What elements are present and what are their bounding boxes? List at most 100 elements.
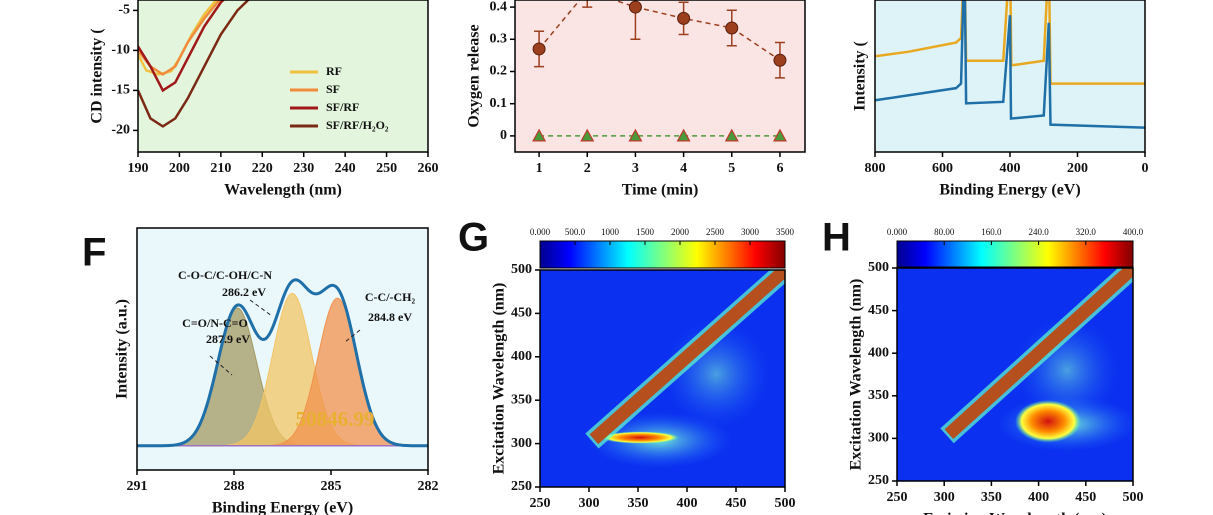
panel-label: G [458,216,489,260]
x-tick-label: 500 [775,496,796,511]
x-tick-label: 260 [418,161,439,176]
panel-label: H [822,216,851,260]
plot-area [540,270,785,487]
point [628,0,642,14]
colorbar-tick-label: 400.0 [1123,227,1144,237]
x-tick-label: 282 [418,479,439,494]
leader-line [209,355,233,376]
y-tick-label: 0.4 [490,0,508,14]
y-tick-label: 0.1 [490,96,508,111]
plot-area [515,0,805,152]
point [580,128,595,142]
y-axis-label: Excitation Wavelength (nm) [491,283,508,475]
colorbar-tick-label: 2500 [706,227,725,237]
x-axis-label: Binding Energy (eV) [939,182,1080,199]
y-tick-label: 300 [511,436,532,451]
y-tick-label: 400 [868,345,889,360]
data-line [138,0,226,93]
point [532,42,546,56]
x-tick-label: 400 [1028,490,1049,505]
y-tick-label: 500 [511,262,532,277]
peak-center-label: 284.8 eV [368,310,412,324]
colorbar-tick-label: 0.000 [887,227,908,237]
plot-frame [896,267,1134,482]
point [532,128,547,142]
x-tick-label: 0 [1142,161,1149,176]
x-axis-label: Binding Energy (eV) [212,500,353,515]
colorbar-tick-label: 1500 [636,227,655,237]
peak-center-label: 287.9 eV [206,332,250,346]
y-axis-label: Excitation Wavelength (nm) [848,279,865,471]
hot-spot [1015,400,1082,443]
data-line [875,0,1145,85]
x-tick-label: 400 [677,496,698,511]
x-tick-label: 250 [530,496,551,511]
x-tick-label: 500 [1123,490,1144,505]
x-tick-label: 230 [293,161,314,176]
panel-label: F [82,231,106,275]
x-tick-label: 2 [584,161,591,176]
x-tick-label: 250 [376,161,397,176]
x-tick-label: 350 [981,490,1002,505]
y-tick-label: 0 [500,128,507,143]
plot-area [137,228,428,470]
scatter-band [589,270,785,445]
x-tick-label: 1 [536,161,543,176]
colorbar-tick-label: 2000 [671,227,690,237]
y-tick-label: -20 [111,123,130,138]
x-tick-label: 200 [1067,161,1088,176]
point [724,128,739,142]
x-tick-label: 450 [726,496,747,511]
y-axis-label: Oxygen release [466,24,483,127]
envelope [137,278,428,448]
y-tick-label: 450 [511,306,532,321]
x-tick-label: 5 [728,161,735,176]
x-tick-label: 3 [632,161,639,176]
y-axis-label: Intensity ( [852,41,869,111]
annotation: 50846.99 [296,407,375,431]
x-tick-label: 300 [579,496,600,511]
data-line [538,0,781,61]
colorbar-tick-label: 240.0 [1028,227,1049,237]
point [725,21,739,35]
colorbar-tick-label: 80.00 [934,227,955,237]
plot-frame [514,0,806,153]
point [676,128,691,142]
x-tick-label: 450 [1075,490,1096,505]
x-tick-label: 200 [169,161,190,176]
y-tick-label: 300 [868,431,889,446]
colorbar-tick-label: 1000 [601,227,620,237]
x-axis-label: Emission Wavelength (nm) [923,511,1107,515]
y-tick-label: -15 [111,83,130,98]
y-tick-label: 450 [868,303,889,318]
peak-center-label: 286.2 eV [222,285,266,299]
x-tick-label: 6 [776,161,783,176]
x-tick-label: 250 [887,490,908,505]
y-tick-label: 400 [511,349,532,364]
x-axis-label: Time (min) [622,182,699,199]
colorbar-tick-label: 3500 [776,227,795,237]
point [772,128,787,142]
legend-label: RF [326,64,342,78]
peak-name: C=O/N-C=O [182,316,248,330]
colorbar-tick-label: 0.000 [530,227,551,237]
y-tick-label: 350 [511,392,532,407]
y-tick-label: -10 [111,43,130,58]
y-axis-label: CD intensity ( [89,28,106,123]
y-tick-label: 250 [511,479,532,494]
peak-name: C-O-C/C-OH/C-N [178,268,272,282]
error-bar [582,0,593,8]
x-tick-label: 350 [628,496,649,511]
y-tick-label: -5 [118,3,130,18]
colorbar-tick-label: 3000 [741,227,760,237]
data-line [875,0,1145,129]
x-tick-label: 291 [127,479,148,494]
y-tick-label: 500 [868,260,889,275]
hot-spot [600,431,680,444]
y-tick-label: 350 [868,388,889,403]
x-tick-label: 600 [932,161,953,176]
x-axis-label: Wavelength (nm) [224,182,342,199]
legend-label: SF [326,82,340,96]
x-tick-label: 800 [865,161,886,176]
